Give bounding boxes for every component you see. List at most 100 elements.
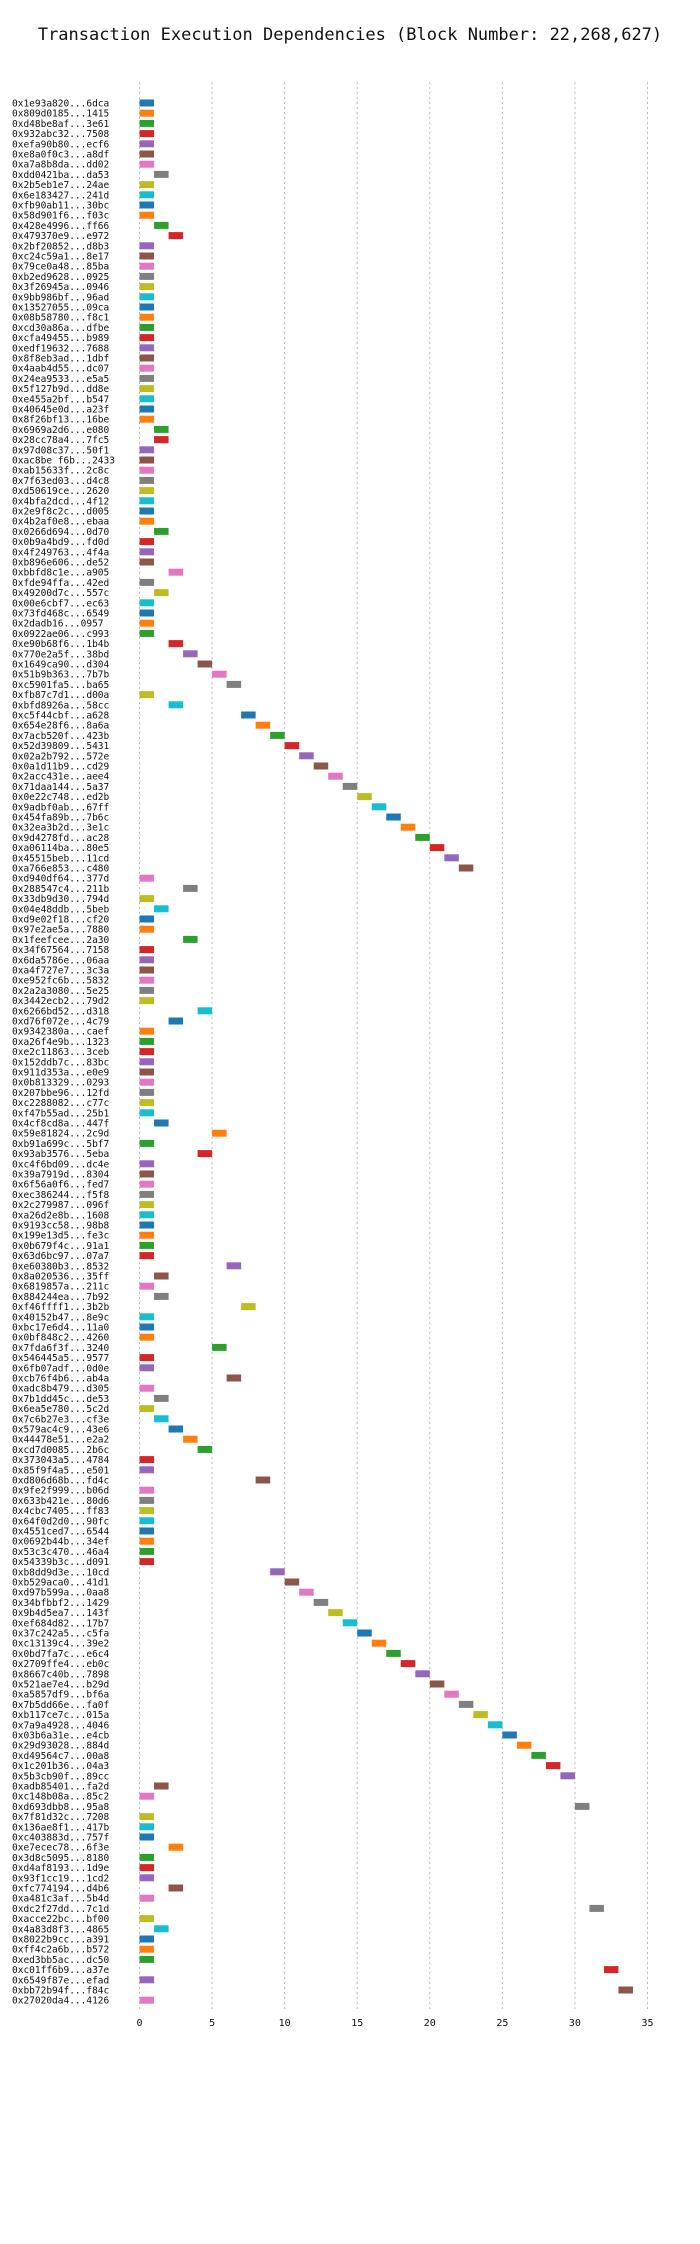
tx-bar <box>139 456 155 464</box>
tx-label: 0xfb87c7d1...d00a <box>12 690 109 701</box>
tx-bar <box>183 1435 198 1443</box>
tx-bar <box>139 619 155 627</box>
tx-bar <box>313 762 329 770</box>
tx-bar <box>197 660 213 668</box>
tx-label: 0xe952fc6b...5832 <box>12 976 109 987</box>
tx-label: 0xa481c3af...5b4d <box>12 1894 109 1905</box>
tx-label: 0xb529aca0...41d1 <box>12 1578 110 1589</box>
tx-bar <box>328 772 343 780</box>
tx-label: 0x770e2a5f...38bd <box>12 649 109 660</box>
tx-label: 0xd940df64...377d <box>12 874 109 885</box>
tx-label: 0x6969a2d6...e080 <box>12 425 110 436</box>
tx-label: 0xe8a0f0c3...a8df <box>12 150 109 161</box>
tx-label: 0x97d08c37...50f1 <box>12 445 110 456</box>
tx-label: 0x2709ffe4...eb0c <box>12 1659 109 1670</box>
tx-bar <box>139 109 155 117</box>
tx-label: 0xfde94ffa...42ed <box>12 578 109 589</box>
tx-label: 0x4551ced7...6544 <box>12 1527 110 1538</box>
tx-label: 0x4cf8cd8a...447f <box>12 1119 109 1130</box>
tx-label: 0xbc17e6d4...11a0 <box>12 1323 110 1334</box>
tx-bar <box>183 884 198 892</box>
tx-bar <box>168 1425 184 1433</box>
tx-bar <box>618 1986 633 1994</box>
tx-label: 0x8a020536...35ff <box>12 1272 109 1283</box>
tx-label: 0xfb90ab11...30bc <box>12 201 109 212</box>
tx-bar <box>386 1649 401 1657</box>
tx-label: 0x2c279987...096f <box>12 1200 109 1211</box>
tx-bar <box>139 1405 155 1413</box>
tx-label: 0x2dadb16...0957 <box>12 619 104 630</box>
tx-bar <box>139 1874 155 1882</box>
tx-label: 0x4aab4d55...dc07 <box>12 364 109 375</box>
tx-bar <box>154 170 169 178</box>
tx-bar <box>139 1537 155 1545</box>
tx-label: 0xa06114ba...80e5 <box>12 843 109 854</box>
tx-label: 0xcfa49455...b989 <box>12 333 110 344</box>
tx-label: 0x40152b47...8e9c <box>12 1312 109 1323</box>
tx-bar <box>154 1292 169 1300</box>
tx-label: 0xd4af8193...1d9e <box>12 1863 110 1874</box>
tx-label: 0xe7ecec78...6f3e <box>12 1843 110 1854</box>
tx-label: 0x4a83d8f3...4865 <box>12 1924 109 1935</box>
tx-bar <box>139 548 155 556</box>
tx-bar <box>139 1078 155 1086</box>
tx-bar <box>139 517 155 525</box>
tx-label: 0xc13139c4...39e2 <box>12 1639 109 1650</box>
tx-bar <box>139 1231 155 1239</box>
tx-label: 0xadc8b479...d305 <box>12 1384 109 1395</box>
tx-bar <box>357 793 372 801</box>
bars-layer <box>139 99 633 2004</box>
tx-label: 0x633b421e...80d6 <box>12 1496 110 1507</box>
tx-label: 0xcd30a86a...dfbe <box>12 323 110 334</box>
tx-label: 0xdc2f27dd...7c1d <box>12 1904 109 1915</box>
tx-label: 0x0692b44b...34ef <box>12 1537 109 1548</box>
tx-label: 0x4f249763...4f4a <box>12 547 109 558</box>
tx-bar <box>139 1456 155 1464</box>
tx-bar <box>139 1486 155 1494</box>
tx-label: 0xacce22bc...bf00 <box>12 1914 110 1925</box>
tx-label: 0x7f81d32c...7208 <box>12 1812 110 1823</box>
tx-bar <box>139 609 155 617</box>
tx-bar <box>168 701 184 709</box>
tx-bar <box>139 1252 155 1260</box>
tx-label: 0x59e81824...2c9d <box>12 1129 109 1140</box>
tx-bar <box>139 466 155 474</box>
tx-label: 0x579ac4c9...43e6 <box>12 1425 110 1436</box>
tx-bar <box>139 415 155 423</box>
tx-label: 0x44478e51...e2a2 <box>12 1435 109 1446</box>
tx-label: 0xa7a8b8da...dd02 <box>12 160 109 171</box>
tx-label: 0xe2c11863...3ceb <box>12 1047 110 1058</box>
tx-bar <box>139 1027 155 1035</box>
tx-label: 0xa5857df9...bf6a <box>12 1690 109 1701</box>
tx-bar <box>139 1935 155 1943</box>
tx-bar <box>139 497 155 505</box>
tx-label: 0x58d901f6...f03c <box>12 211 109 222</box>
tx-label: 0x0e22c748...ed2b <box>12 792 110 803</box>
tx-label: 0x45515beb...11cd <box>12 853 109 864</box>
tx-bar <box>270 1568 285 1576</box>
tx-bar <box>154 1782 169 1790</box>
tx-label: 0x7f63ed03...d4c8 <box>12 476 110 487</box>
tx-bar <box>139 1955 155 1963</box>
tx-bar <box>139 946 155 954</box>
tx-bar <box>139 160 155 168</box>
tx-label: 0xd693dbb8...95a8 <box>12 1802 110 1813</box>
tx-bar <box>139 1384 155 1392</box>
tx-bar <box>400 823 416 831</box>
tx-label: 0x93ab3576...5eba <box>12 1149 109 1160</box>
tx-bar <box>473 1711 488 1719</box>
tx-label: 0x521ae7e4...b29d <box>12 1680 109 1691</box>
tx-bar <box>139 1282 155 1290</box>
tx-bar <box>429 1680 445 1688</box>
tx-bar <box>139 1037 155 1045</box>
tx-label: 0xbbfd8c1e...a905 <box>12 568 109 579</box>
tx-label: 0xa26f4e9b...1323 <box>12 1037 109 1048</box>
tx-bar <box>241 1303 256 1311</box>
tx-bar <box>139 1364 155 1372</box>
tx-bar <box>197 1150 213 1158</box>
y-axis-labels: 0x1e93a820...6dca0x809d0185...14150xd48b… <box>12 99 115 2007</box>
tx-label: 0xe455a2bf...b547 <box>12 394 109 405</box>
tx-label: 0x37c242a5...c5fa <box>12 1629 109 1640</box>
tx-bar <box>415 1670 430 1678</box>
tx-bar <box>139 405 155 413</box>
